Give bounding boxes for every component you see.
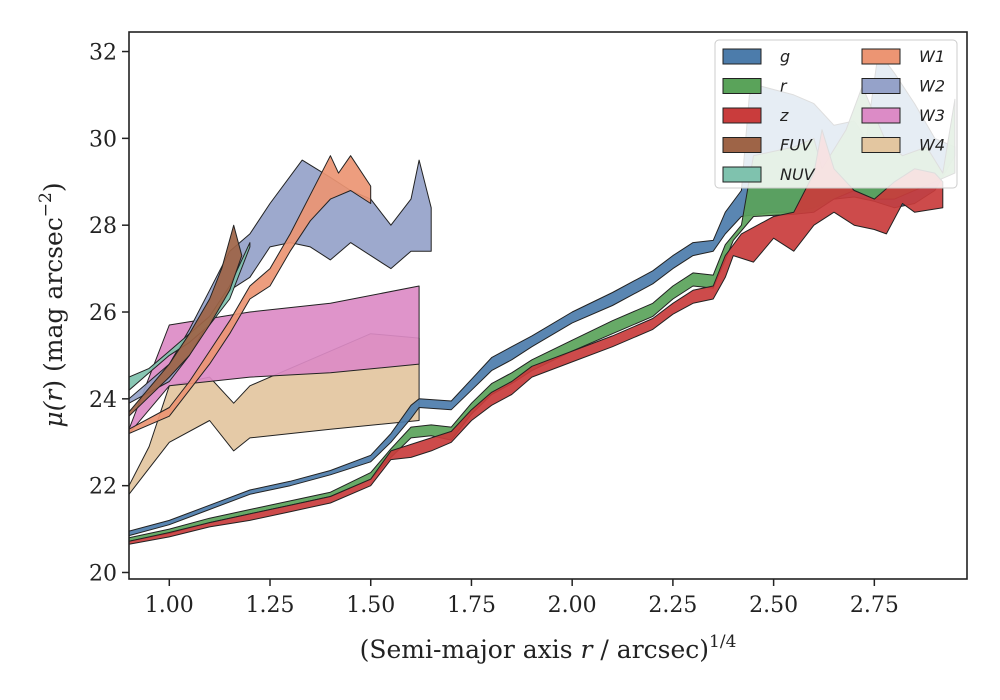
legend-label-w3: W3	[919, 106, 945, 125]
y-axis-label: μ(r) (mag arcsec−2)	[36, 182, 68, 427]
x-tick-label: 2.50	[749, 593, 798, 618]
x-tick-label: 1.75	[447, 593, 496, 618]
legend-swatch-nuv	[722, 166, 762, 183]
x-tick-label: 1.00	[145, 593, 194, 618]
band-fuv	[129, 224, 243, 417]
legend-swatch-w1	[861, 48, 901, 65]
y-tick-label: 20	[89, 561, 117, 586]
legend: grz FUV NUV W1 W2 W3 W4	[714, 39, 958, 189]
legend-swatch-z	[722, 107, 762, 124]
y-tick-label: 22	[89, 475, 117, 500]
x-axis-ticks: 1.00 1.25 1.50 1.75 2.00 2.25 2.50 2.75	[145, 579, 899, 618]
x-tick-label: 2.75	[850, 593, 899, 618]
y-tick-label: 24	[89, 388, 117, 413]
y-tick-label: 30	[89, 127, 117, 152]
legend-label-nuv: NUV	[780, 165, 816, 184]
legend-label-g: g	[780, 47, 790, 66]
y-axis-ticks: 20 22 24 26 28 30 32	[89, 41, 129, 586]
x-tick-label: 1.25	[246, 593, 295, 618]
band-w1	[129, 155, 372, 435]
band-nuv	[129, 242, 251, 391]
legend-label-w4: W4	[919, 136, 945, 155]
legend-swatch-w3	[861, 107, 901, 124]
legend-label-z: z	[779, 106, 789, 125]
legend-swatch-r	[722, 78, 762, 94]
x-tick-label: 2.25	[648, 593, 697, 618]
legend-label-w2: W2	[919, 77, 945, 96]
legend-swatch-w4	[861, 137, 901, 153]
y-tick-label: 28	[89, 214, 117, 239]
plot-frame	[128, 31, 968, 580]
legend-label-r: r	[780, 77, 788, 96]
x-tick-label: 1.50	[346, 593, 395, 618]
legend-label-fuv: FUV	[780, 136, 813, 155]
x-axis-label: (Semi-major axis r / arcsec)1/4	[360, 632, 737, 664]
y-tick-label: 26	[89, 301, 117, 326]
y-tick-label: 32	[89, 41, 117, 66]
legend-label-w1: W1	[919, 47, 945, 66]
legend-swatch-g	[722, 48, 762, 65]
legend-swatch-w2	[861, 78, 901, 94]
x-tick-label: 2.00	[548, 593, 597, 618]
legend-swatch-fuv	[722, 137, 762, 153]
